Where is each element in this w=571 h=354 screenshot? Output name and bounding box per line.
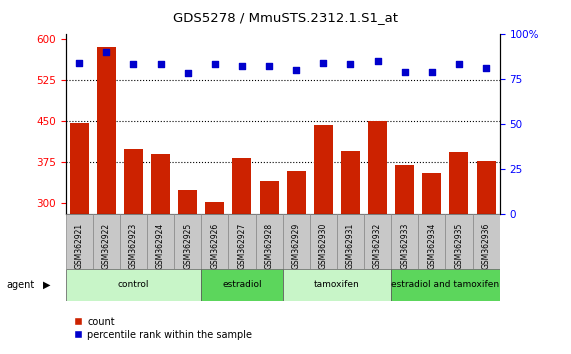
FancyBboxPatch shape <box>445 214 473 269</box>
FancyBboxPatch shape <box>201 269 283 301</box>
Text: GSM362927: GSM362927 <box>238 222 247 269</box>
Text: GSM362933: GSM362933 <box>400 222 409 269</box>
FancyBboxPatch shape <box>147 214 174 269</box>
FancyBboxPatch shape <box>202 214 228 269</box>
Point <box>455 62 464 67</box>
Text: tamoxifen: tamoxifen <box>314 280 360 290</box>
FancyBboxPatch shape <box>93 214 120 269</box>
Bar <box>477 161 496 214</box>
Bar <box>206 202 224 214</box>
FancyBboxPatch shape <box>391 214 418 269</box>
FancyBboxPatch shape <box>473 214 500 269</box>
Point <box>156 62 165 67</box>
Text: GSM362921: GSM362921 <box>75 222 84 269</box>
Text: GDS5278 / MmuSTS.2312.1.S1_at: GDS5278 / MmuSTS.2312.1.S1_at <box>173 11 398 24</box>
Text: GSM362922: GSM362922 <box>102 222 111 269</box>
Point <box>346 62 355 67</box>
FancyBboxPatch shape <box>120 214 147 269</box>
FancyBboxPatch shape <box>283 214 309 269</box>
Text: GSM362936: GSM362936 <box>481 222 490 269</box>
Point <box>210 62 219 67</box>
Point <box>427 69 436 74</box>
Text: GSM362931: GSM362931 <box>346 222 355 269</box>
Point <box>373 58 382 64</box>
Bar <box>395 165 414 214</box>
FancyBboxPatch shape <box>66 214 93 269</box>
Legend: count, percentile rank within the sample: count, percentile rank within the sample <box>71 313 256 343</box>
Text: GSM362932: GSM362932 <box>373 222 382 269</box>
Point <box>183 70 192 76</box>
Text: GSM362923: GSM362923 <box>129 222 138 269</box>
Point <box>75 60 84 65</box>
FancyBboxPatch shape <box>66 269 201 301</box>
Point <box>102 49 111 55</box>
Bar <box>97 47 116 214</box>
Text: estradiol and tamoxifen: estradiol and tamoxifen <box>391 280 500 290</box>
Bar <box>70 123 89 214</box>
Bar <box>449 152 468 214</box>
FancyBboxPatch shape <box>418 214 445 269</box>
Point <box>292 67 301 73</box>
Bar <box>232 158 251 214</box>
Point <box>481 65 490 71</box>
Text: ▶: ▶ <box>43 280 50 290</box>
Text: GSM362929: GSM362929 <box>292 222 301 269</box>
Point <box>264 63 274 69</box>
Text: GSM362935: GSM362935 <box>455 222 464 269</box>
Bar <box>368 121 387 214</box>
Text: GSM362934: GSM362934 <box>427 222 436 269</box>
Text: GSM362925: GSM362925 <box>183 222 192 269</box>
Bar <box>151 154 170 214</box>
FancyBboxPatch shape <box>283 269 391 301</box>
Point <box>129 62 138 67</box>
FancyBboxPatch shape <box>255 214 283 269</box>
Text: GSM362924: GSM362924 <box>156 222 165 269</box>
Bar <box>314 125 333 214</box>
Bar <box>287 171 305 214</box>
Text: control: control <box>118 280 149 290</box>
FancyBboxPatch shape <box>174 214 202 269</box>
FancyBboxPatch shape <box>337 214 364 269</box>
Point <box>319 60 328 65</box>
Bar <box>341 151 360 214</box>
Text: GSM362928: GSM362928 <box>264 222 274 269</box>
Bar <box>423 173 441 214</box>
Bar <box>178 189 197 214</box>
Bar <box>124 149 143 214</box>
Bar <box>260 181 279 214</box>
FancyBboxPatch shape <box>228 214 255 269</box>
FancyBboxPatch shape <box>391 269 500 301</box>
Text: GSM362926: GSM362926 <box>210 222 219 269</box>
Text: GSM362930: GSM362930 <box>319 222 328 269</box>
FancyBboxPatch shape <box>364 214 391 269</box>
FancyBboxPatch shape <box>309 214 337 269</box>
Point <box>400 69 409 74</box>
Text: estradiol: estradiol <box>222 280 262 290</box>
Text: agent: agent <box>7 280 35 290</box>
Point <box>238 63 247 69</box>
